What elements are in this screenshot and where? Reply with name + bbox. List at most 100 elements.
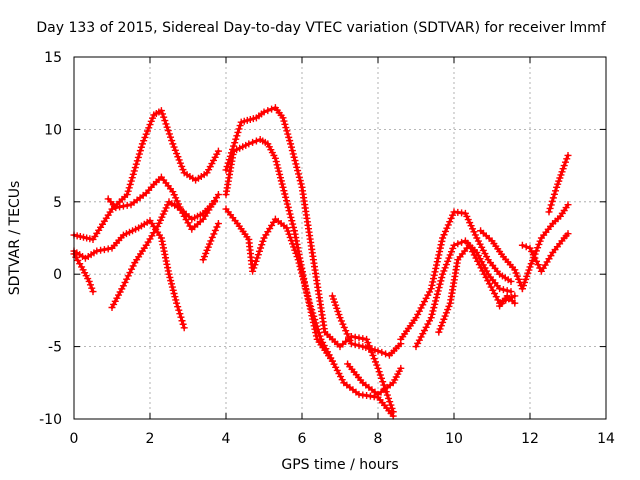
data-point: [76, 233, 84, 241]
data-point: [351, 333, 359, 341]
data-point: [305, 296, 313, 304]
data-point: [463, 212, 471, 220]
x-tick-label: 0: [70, 431, 79, 447]
data-point: [346, 336, 354, 344]
data-point: [439, 234, 447, 242]
data-point: [162, 120, 170, 128]
data-point: [434, 287, 442, 295]
data-point: [332, 363, 340, 371]
data-point: [533, 257, 541, 265]
data-point: [147, 117, 155, 125]
data-point: [560, 162, 568, 170]
data-point: [320, 342, 328, 350]
data-point: [429, 275, 437, 283]
data-point: [315, 329, 323, 337]
data-point: [301, 282, 309, 290]
data-point: [536, 237, 544, 245]
x-tick-label: 8: [374, 431, 383, 447]
data-point: [439, 318, 447, 326]
data-point: [447, 248, 455, 256]
data-point: [237, 118, 245, 126]
data-point: [526, 263, 534, 271]
data-point: [283, 224, 291, 232]
data-point: [437, 277, 445, 285]
data-point: [445, 254, 453, 262]
data-point: [436, 280, 444, 288]
data-point: [168, 137, 176, 145]
data-point: [113, 294, 121, 302]
data-point: [235, 125, 243, 133]
data-point: [297, 180, 305, 188]
data-point: [289, 220, 297, 228]
data-point: [443, 224, 451, 232]
data-series-17: [518, 230, 572, 275]
data-point: [251, 261, 259, 269]
data-point: [564, 230, 572, 238]
data-point: [335, 369, 343, 377]
data-point: [458, 238, 466, 246]
data-point: [159, 210, 167, 218]
data-point: [143, 127, 151, 135]
data-point: [213, 150, 221, 158]
data-point: [295, 259, 303, 267]
data-point: [436, 325, 444, 333]
data-point: [300, 279, 308, 287]
data-point: [328, 357, 336, 365]
data-point: [178, 317, 186, 325]
data-point: [299, 272, 307, 280]
data-point: [291, 157, 299, 165]
data-point: [155, 219, 163, 227]
data-point: [319, 338, 327, 346]
data-point: [428, 281, 436, 289]
x-tick-label: 12: [521, 431, 539, 447]
data-point: [108, 304, 116, 312]
data-point: [119, 231, 127, 239]
data-point: [336, 314, 344, 322]
data-point: [176, 159, 184, 167]
data-point: [435, 251, 443, 259]
data-point: [299, 276, 307, 284]
data-series-19: [545, 151, 572, 216]
data-point: [203, 169, 211, 177]
data-point: [123, 201, 131, 209]
data-point: [132, 225, 140, 233]
data-point: [470, 228, 478, 236]
data-point: [255, 247, 263, 255]
data-point: [524, 269, 532, 277]
data-point: [93, 247, 101, 255]
data-point: [446, 251, 454, 259]
data-point: [559, 165, 567, 173]
data-point: [208, 160, 216, 168]
data-point: [527, 260, 535, 268]
data-point: [249, 115, 257, 123]
data-point: [132, 160, 140, 168]
data-point: [552, 187, 560, 195]
data-point: [274, 164, 282, 172]
data-point: [385, 394, 393, 402]
data-point: [287, 213, 295, 221]
data-series-8: [222, 136, 397, 420]
data-point: [133, 157, 141, 165]
data-point: [292, 160, 300, 168]
data-point: [211, 226, 219, 234]
data-point: [160, 113, 168, 121]
data-point: [287, 237, 295, 245]
data-point: [427, 314, 435, 322]
data-point: [162, 204, 170, 212]
data-point: [249, 267, 257, 275]
data-series-5: [108, 198, 219, 312]
data-point: [534, 244, 542, 252]
data-point: [283, 197, 291, 205]
data-point: [165, 130, 173, 138]
data-point: [359, 335, 367, 343]
data-point: [119, 282, 127, 290]
data-point: [440, 267, 448, 275]
data-point: [172, 194, 180, 202]
data-point: [378, 348, 386, 356]
data-point: [535, 240, 543, 248]
data-point: [142, 130, 150, 138]
data-point: [548, 197, 556, 205]
data-point: [271, 154, 279, 162]
data-point: [85, 277, 93, 285]
data-point: [436, 248, 444, 256]
